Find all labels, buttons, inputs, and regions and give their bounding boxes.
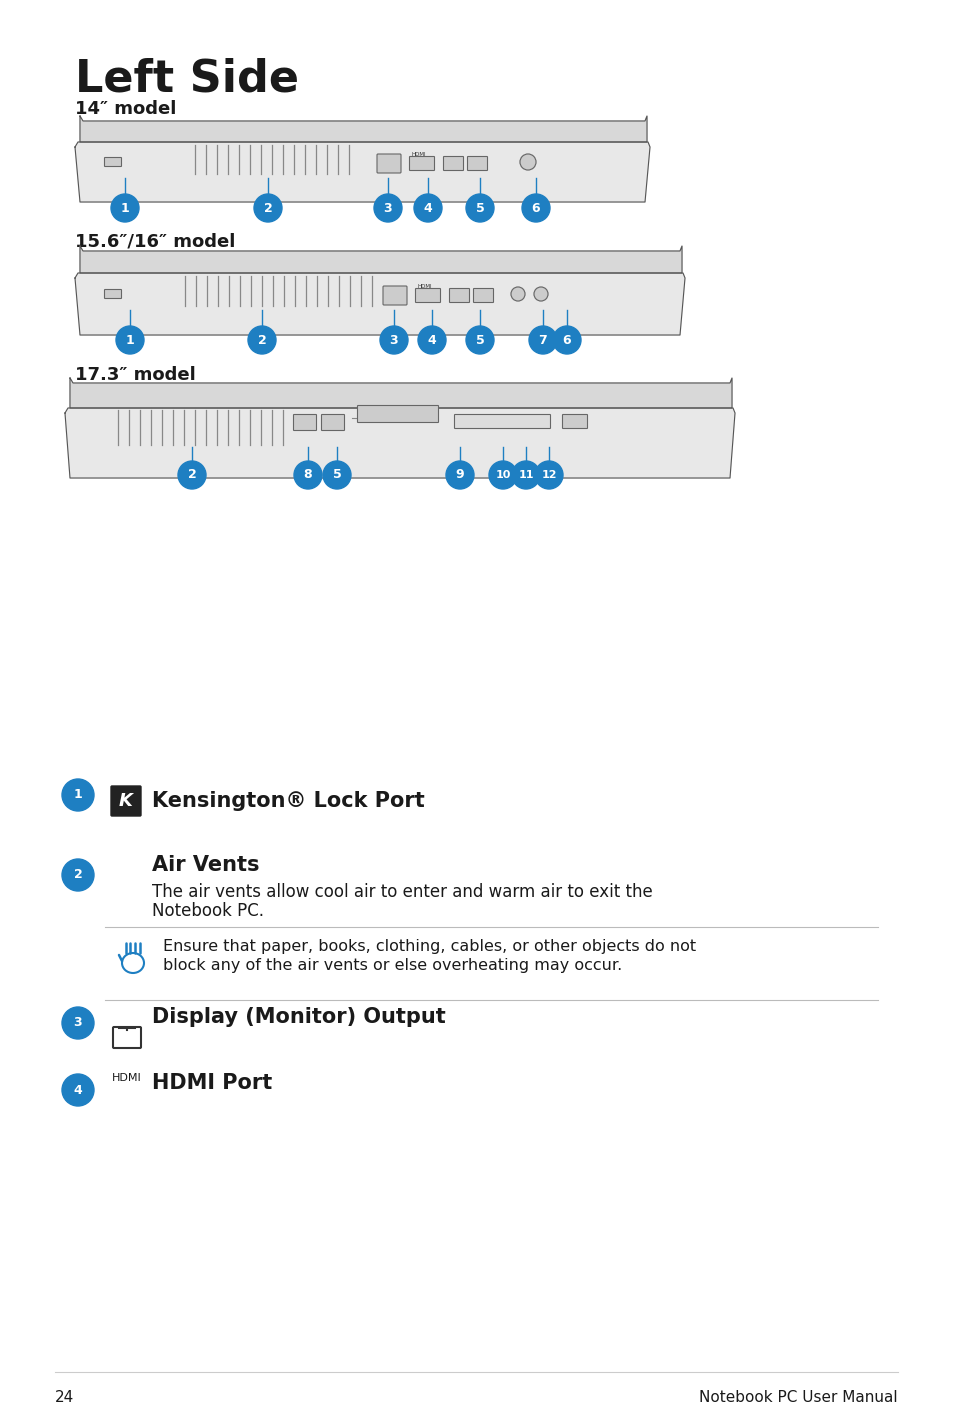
FancyBboxPatch shape [105,289,121,299]
Circle shape [62,1007,94,1039]
Circle shape [379,326,408,354]
Circle shape [534,286,547,301]
Text: Air Vents: Air Vents [152,855,259,875]
Circle shape [62,1073,94,1106]
Circle shape [521,194,550,223]
Circle shape [62,778,94,811]
Text: 1: 1 [73,788,82,801]
Text: 2: 2 [188,468,196,482]
Text: 6: 6 [562,333,571,346]
Text: 8: 8 [303,468,312,482]
Circle shape [465,194,494,223]
Text: 6: 6 [531,201,539,214]
Text: 7: 7 [538,333,547,346]
Circle shape [417,326,446,354]
FancyBboxPatch shape [294,414,316,431]
Polygon shape [80,116,646,142]
Text: HDMI Port: HDMI Port [152,1073,272,1093]
Circle shape [553,326,580,354]
Text: 15.6″/16″ model: 15.6″/16″ model [75,233,235,250]
Text: Display (Monitor) Output: Display (Monitor) Output [152,1007,445,1027]
Text: The air vents allow cool air to enter and warm air to exit the: The air vents allow cool air to enter an… [152,883,652,900]
Circle shape [535,461,562,489]
Text: 10: 10 [495,469,510,481]
FancyBboxPatch shape [454,414,550,428]
Text: 2: 2 [263,201,273,214]
Circle shape [465,326,494,354]
Text: HDMI: HDMI [417,284,432,288]
Circle shape [512,461,539,489]
Text: 3: 3 [73,1017,82,1029]
Polygon shape [75,274,684,335]
FancyBboxPatch shape [357,406,438,423]
Circle shape [116,326,144,354]
Polygon shape [65,408,734,478]
FancyBboxPatch shape [562,414,587,428]
FancyBboxPatch shape [409,156,434,170]
Text: Kensington® Lock Port: Kensington® Lock Port [152,791,424,811]
Circle shape [446,461,474,489]
Text: 1: 1 [120,201,130,214]
Text: block any of the air vents or else overheating may occur.: block any of the air vents or else overh… [163,959,621,973]
Text: 14″ model: 14″ model [75,101,176,118]
Text: 1: 1 [126,333,134,346]
Polygon shape [70,379,731,408]
FancyBboxPatch shape [382,286,407,305]
Text: 12: 12 [540,469,557,481]
Text: Notebook PC.: Notebook PC. [152,902,264,920]
Text: 2: 2 [257,333,266,346]
Circle shape [178,461,206,489]
FancyBboxPatch shape [473,288,493,302]
Text: 4: 4 [427,333,436,346]
Circle shape [414,194,441,223]
Circle shape [519,155,536,170]
Text: 3: 3 [389,333,398,346]
Circle shape [511,286,524,301]
FancyBboxPatch shape [416,288,440,302]
Circle shape [248,326,275,354]
Circle shape [323,461,351,489]
Polygon shape [80,245,681,274]
Text: 3: 3 [383,201,392,214]
Circle shape [489,461,517,489]
Text: Ensure that paper, books, clothing, cables, or other objects do not: Ensure that paper, books, clothing, cabl… [163,939,696,954]
Text: HDMI: HDMI [412,152,426,156]
Text: Notebook PC User Manual: Notebook PC User Manual [699,1390,897,1405]
Text: 5: 5 [333,468,341,482]
Text: 11: 11 [517,469,533,481]
Text: HDMI: HDMI [112,1073,142,1083]
FancyBboxPatch shape [376,155,400,173]
Text: 4: 4 [73,1083,82,1096]
FancyBboxPatch shape [467,156,487,170]
FancyBboxPatch shape [105,157,121,166]
Circle shape [111,194,139,223]
Circle shape [253,194,282,223]
Circle shape [529,326,557,354]
Text: Left Side: Left Side [75,58,298,101]
Circle shape [374,194,401,223]
FancyBboxPatch shape [321,414,344,431]
Circle shape [294,461,322,489]
FancyBboxPatch shape [443,156,463,170]
Text: 2: 2 [73,868,82,882]
Text: 5: 5 [476,201,484,214]
Text: 4: 4 [423,201,432,214]
Text: 9: 9 [456,468,464,482]
Polygon shape [75,142,649,201]
Text: 24: 24 [55,1390,74,1405]
FancyBboxPatch shape [449,288,469,302]
FancyBboxPatch shape [111,786,141,815]
Text: K: K [119,793,132,810]
Circle shape [62,859,94,891]
Text: 17.3″ model: 17.3″ model [75,366,195,384]
Text: 5: 5 [476,333,484,346]
